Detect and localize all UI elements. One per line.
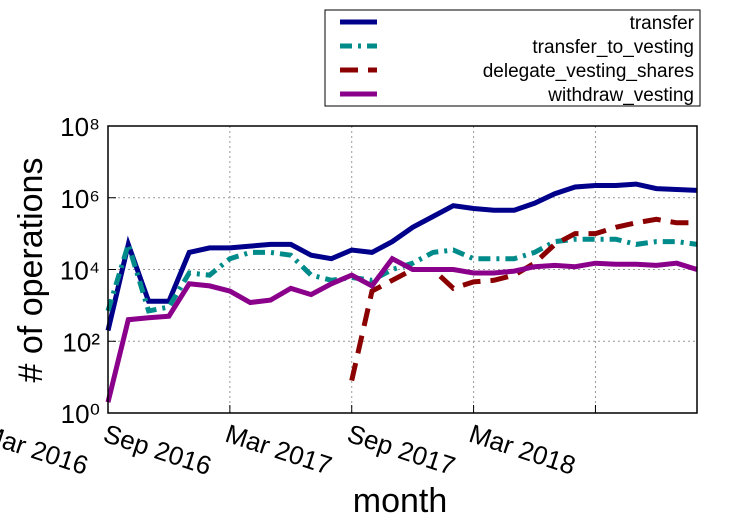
y-tick-label: 10⁴ [60, 256, 100, 286]
y-axis-label: # of operations [12, 158, 50, 383]
series-line [105, 255, 698, 403]
legend-label: delegate_vesting_shares [483, 61, 694, 82]
legend: transfer transfer_to_vesting delegate_vest… [324, 9, 701, 107]
series-line [105, 181, 698, 332]
x-tick-label: Mar 2017 [222, 418, 336, 480]
plot-frame [107, 125, 698, 414]
x-axis-label: month [353, 482, 448, 520]
x-tick-label: Sep 2016 [100, 418, 215, 481]
x-tick-label: Mar 2018 [466, 418, 580, 480]
legend-label: transfer [630, 13, 695, 34]
legend-box [324, 9, 701, 107]
legend-label: transfer_to_vesting [532, 37, 694, 58]
legend-label: withdraw_vesting [547, 85, 694, 106]
y-tick-label: 10⁸ [60, 112, 100, 142]
y-tick-label: 10⁰ [61, 399, 100, 429]
x-tick-label: Sep 2017 [344, 418, 459, 481]
y-tick-label: 10² [62, 327, 100, 357]
y-tick-label: 10⁶ [60, 184, 100, 214]
